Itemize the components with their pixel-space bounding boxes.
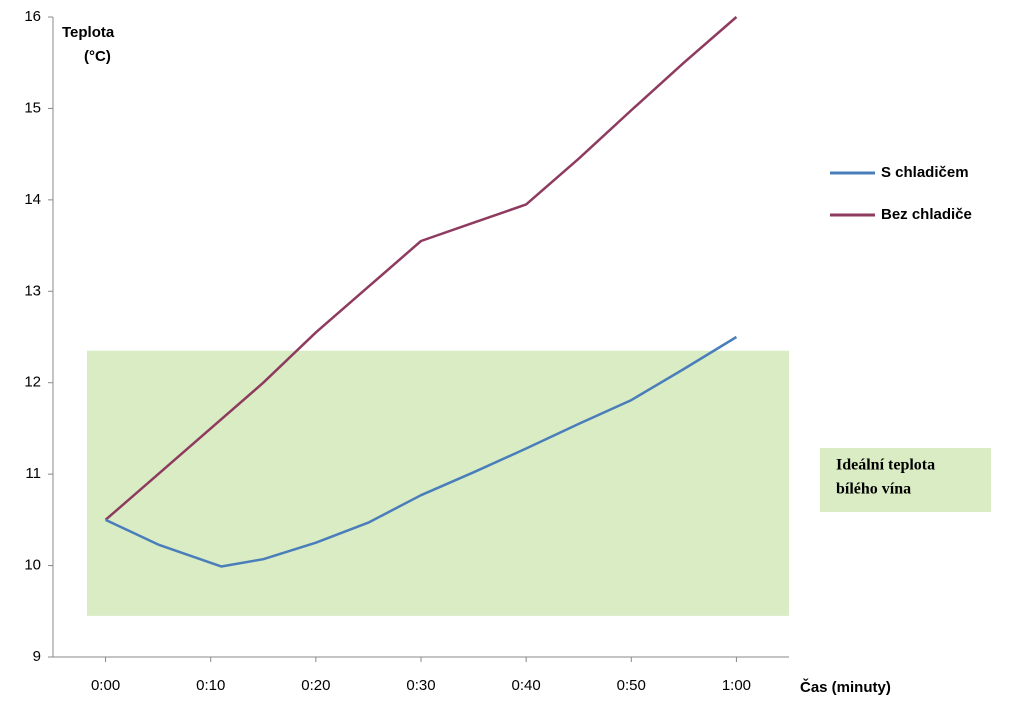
- x-tick-label: 0:10: [196, 677, 225, 694]
- x-tick-label: 0:00: [91, 677, 120, 694]
- y-axis-title: (°C): [84, 48, 111, 65]
- series-line: [104, 16, 738, 521]
- y-tick-label: 15: [24, 99, 41, 116]
- legend-label: S chladičem: [881, 164, 969, 181]
- y-tick-label: 16: [24, 8, 41, 25]
- x-tick-label: 0:40: [512, 677, 541, 694]
- legend-label: Bez chladiče: [881, 206, 972, 223]
- y-tick-label: 9: [33, 648, 41, 665]
- y-tick-label: 13: [24, 282, 41, 299]
- x-tick-label: 0:50: [617, 677, 646, 694]
- y-tick-label: 11: [25, 465, 41, 482]
- x-tick-label: 0:30: [406, 677, 435, 694]
- ideal-band: [87, 350, 789, 616]
- annotation: Ideální teplota: [836, 457, 935, 474]
- annotation: bílého vína: [836, 481, 911, 498]
- x-axis-title: Čas (minuty): [800, 678, 891, 696]
- series-line: [105, 335, 738, 568]
- x-tick-label: 0:20: [301, 677, 330, 694]
- y-tick-label: 12: [24, 374, 41, 391]
- y-tick-label: 14: [24, 191, 41, 208]
- y-tick-label: 10: [24, 557, 41, 574]
- y-axis-title: Teplota: [62, 24, 115, 41]
- x-tick-label: 1:00: [722, 677, 751, 694]
- annotation-box: [820, 448, 991, 512]
